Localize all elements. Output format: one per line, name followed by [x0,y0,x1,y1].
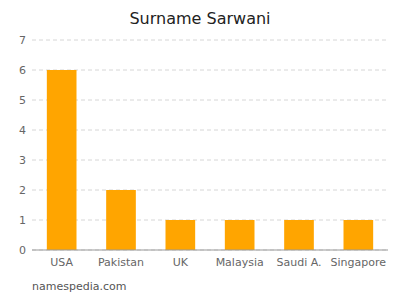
footer-text: namespedia.com [32,280,126,293]
x-tick-label: Singapore [331,256,387,269]
x-tick-label: Pakistan [98,256,144,269]
y-tick-label: 0 [19,244,26,257]
x-axis: USA Pakistan UK Malaysia Saudi A. Singapore [50,256,386,269]
grid-line [32,100,388,101]
grid-line [32,70,388,71]
grid-line [32,220,388,221]
grid-line [32,40,388,41]
chart: Surname Sarwani 0 1 2 3 4 5 6 7 USA Pakistan UK Mala… [0,0,400,300]
x-axis-line [32,250,388,251]
x-tick-label: UK [173,256,189,269]
grid-line [32,190,388,191]
x-tick-label: USA [50,256,73,269]
chart-container: Surname Sarwani 0 1 2 3 4 5 6 7 USA Pakistan UK Mala… [0,0,400,300]
bar [166,220,196,250]
grid-line [32,160,388,161]
y-tick-label: 4 [19,124,26,137]
grid-line [32,130,388,131]
y-tick-label: 1 [19,214,26,227]
grid-line [32,250,388,251]
y-tick-label: 3 [19,154,26,167]
bar [284,220,314,250]
y-tick-label: 2 [19,184,26,197]
grid [32,40,388,250]
y-tick-label: 5 [19,94,26,107]
bar [106,190,136,250]
bars [47,70,373,250]
y-axis: 0 1 2 3 4 5 6 7 [19,34,26,257]
bar [344,220,374,250]
bar [47,70,77,250]
x-tick-label: Saudi A. [276,256,321,269]
y-tick-label: 6 [19,64,26,77]
x-tick-label: Malaysia [216,256,264,269]
y-tick-label: 7 [19,34,26,47]
title: Surname Sarwani [129,9,270,28]
bar [225,220,255,250]
